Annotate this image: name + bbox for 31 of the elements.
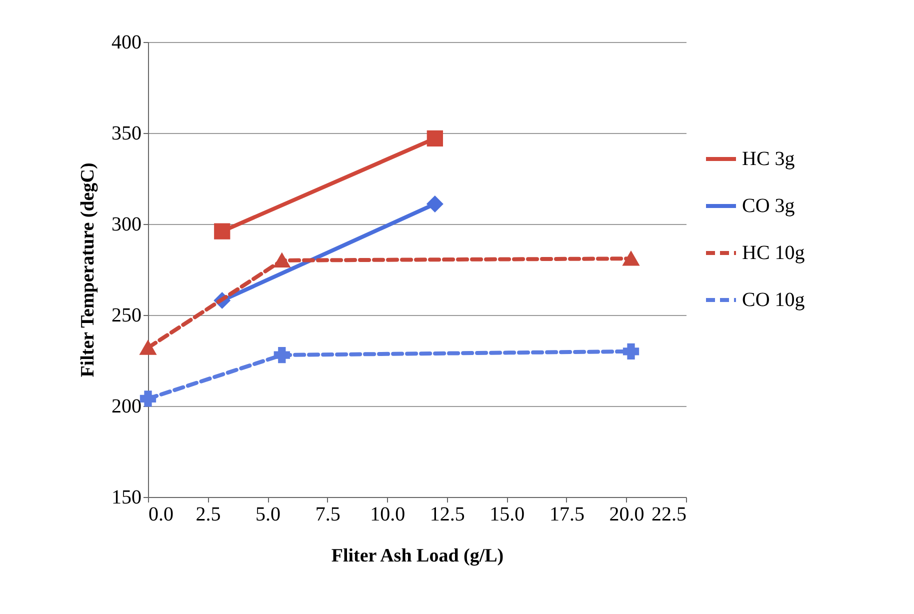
legend-label: CO 3g bbox=[742, 195, 795, 217]
x-tick-label: 5.0 bbox=[256, 504, 281, 526]
y-tick-label: 150 bbox=[112, 486, 142, 508]
point bbox=[274, 346, 290, 364]
y-tick-label: 250 bbox=[112, 304, 142, 326]
x-tick-label: 22.5 bbox=[652, 504, 686, 526]
legend-label: HC 10g bbox=[742, 242, 805, 264]
x-tick-label: 20.0 bbox=[609, 504, 644, 526]
y-axis-title: Filter Temperature (degC) bbox=[78, 162, 98, 378]
point bbox=[214, 223, 230, 240]
y-tick-label: 350 bbox=[112, 122, 142, 144]
y-tick-label: 300 bbox=[112, 214, 142, 236]
point bbox=[622, 251, 640, 266]
point bbox=[274, 253, 290, 268]
y-tick-label: 400 bbox=[112, 32, 142, 54]
legend-label: HC 3g bbox=[742, 148, 795, 170]
x-tick-label: 2.5 bbox=[196, 504, 221, 526]
x-tick-label: 10.0 bbox=[370, 504, 406, 526]
legend-label: CO 10g bbox=[742, 289, 805, 311]
point bbox=[622, 343, 640, 360]
x-tick-label: 15.0 bbox=[490, 504, 525, 526]
y-tick-label: 200 bbox=[112, 396, 142, 418]
point bbox=[140, 340, 156, 355]
x-axis-title: Fliter Ash Load (g/L) bbox=[331, 546, 504, 566]
x-tick-label: 0.0 bbox=[148, 504, 174, 526]
point bbox=[140, 390, 156, 407]
point bbox=[426, 130, 444, 147]
x-tick-label: 7.5 bbox=[315, 504, 340, 526]
x-tick-label: 17.5 bbox=[549, 504, 584, 526]
point bbox=[426, 196, 444, 212]
x-tick-label: 12.5 bbox=[430, 504, 465, 526]
